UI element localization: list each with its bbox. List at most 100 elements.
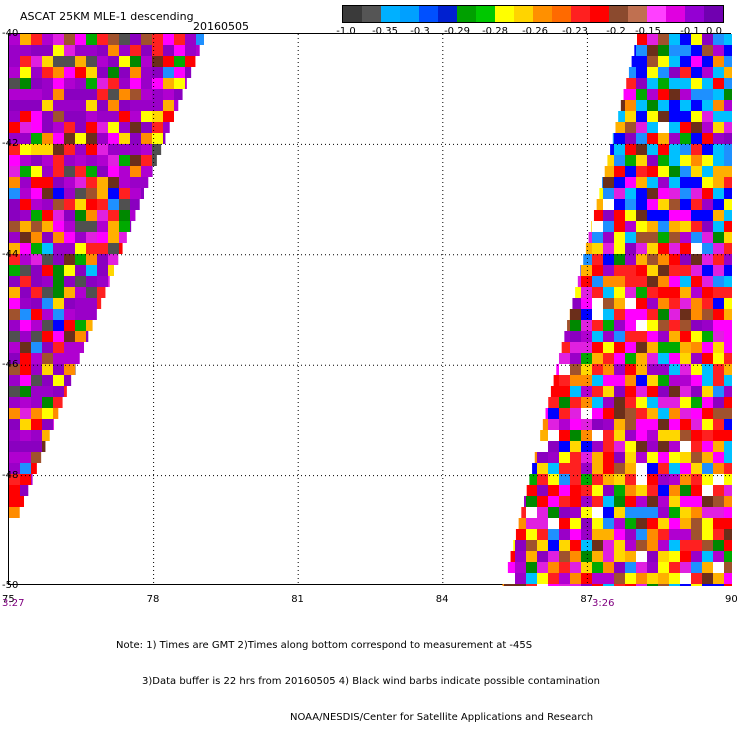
swath-cell xyxy=(130,122,141,133)
swath-cell xyxy=(42,221,53,232)
swath-cell xyxy=(669,166,680,177)
swath-cell xyxy=(625,122,636,133)
swath-cell xyxy=(53,56,64,67)
swath-cell xyxy=(658,199,669,210)
swath-cell xyxy=(680,155,691,166)
swath-cell xyxy=(108,111,119,122)
swath-cell xyxy=(669,331,680,342)
swath-cell xyxy=(702,34,713,45)
swath-cell xyxy=(702,540,713,551)
swath-cell xyxy=(548,518,559,529)
swath-cell xyxy=(196,34,204,45)
swath-cell xyxy=(108,100,119,111)
swath-cell xyxy=(625,375,636,386)
swath-cell xyxy=(713,309,724,320)
swath-cell xyxy=(658,56,669,67)
swath-cell xyxy=(97,144,108,155)
swath-cell xyxy=(618,111,625,122)
swath-cell xyxy=(713,67,724,78)
swath-cell xyxy=(647,111,658,122)
swath-cell xyxy=(559,562,570,573)
swath-cell xyxy=(636,265,647,276)
swath-cell xyxy=(548,463,559,474)
swath-cell xyxy=(130,177,141,188)
swath-cell xyxy=(592,254,603,265)
swath-cell xyxy=(163,122,170,133)
swath-cell xyxy=(669,507,680,518)
swath-cell xyxy=(548,430,559,441)
swath-cell xyxy=(141,122,152,133)
swath-cell xyxy=(583,254,592,265)
swath-cell xyxy=(647,144,658,155)
swath-cell xyxy=(97,210,108,221)
swath-cell xyxy=(724,221,732,232)
swath-cell xyxy=(647,243,658,254)
swath-cell xyxy=(86,276,97,287)
swath-cell xyxy=(174,78,185,89)
swath-cell xyxy=(680,111,691,122)
swath-cell xyxy=(53,309,64,320)
swath-cell xyxy=(86,265,97,276)
swath-cell xyxy=(570,309,581,320)
swath-cell xyxy=(713,133,724,144)
swath-cell xyxy=(130,188,141,199)
swath-cell xyxy=(163,56,174,67)
swath-cell xyxy=(603,573,614,584)
swath-cell xyxy=(592,452,603,463)
swath-cell xyxy=(97,34,108,45)
swath-cell xyxy=(586,243,592,254)
swath-cell xyxy=(559,430,570,441)
swath-cell xyxy=(532,463,537,474)
swath-cell xyxy=(713,122,724,133)
swath-cell xyxy=(658,133,669,144)
swath-cell xyxy=(515,540,526,551)
swath-cell xyxy=(185,78,187,89)
swath-cell xyxy=(724,397,732,408)
swath-cell xyxy=(119,133,130,144)
swath-cell xyxy=(581,529,592,540)
swath-cell xyxy=(86,177,97,188)
swath-cell xyxy=(669,144,680,155)
swath-cell xyxy=(562,342,570,353)
swath-cell xyxy=(75,265,86,276)
swath-cell xyxy=(680,122,691,133)
swath-cell xyxy=(713,144,724,155)
swath-cell xyxy=(669,122,680,133)
swath-cell xyxy=(592,320,603,331)
swath-cell xyxy=(702,56,713,67)
swath-cell xyxy=(570,342,581,353)
swath-cell xyxy=(724,254,732,265)
swath-cell xyxy=(31,254,42,265)
swath-cell xyxy=(570,507,581,518)
swath-cell xyxy=(669,309,680,320)
swath-cell xyxy=(130,100,141,111)
swath-cell xyxy=(86,232,97,243)
swath-cell xyxy=(713,78,724,89)
swath-cell xyxy=(614,342,625,353)
swath-cell xyxy=(119,155,130,166)
swath-cell xyxy=(86,78,97,89)
swath-cell xyxy=(86,210,97,221)
swath-cell xyxy=(724,386,732,397)
swath-cell xyxy=(163,133,165,144)
swath-cell xyxy=(42,276,53,287)
swath-cell xyxy=(702,320,713,331)
swath-cell xyxy=(647,320,658,331)
swath-cell xyxy=(669,551,680,562)
swath-cell xyxy=(581,441,592,452)
swath-cell xyxy=(669,56,680,67)
swath-cell xyxy=(625,562,636,573)
swath-cell xyxy=(141,111,152,122)
swath-cell xyxy=(658,507,669,518)
swath-cell xyxy=(108,221,119,232)
swath-cell xyxy=(636,441,647,452)
swath-cell xyxy=(20,100,31,111)
swath-cell xyxy=(548,419,559,430)
swath-cell xyxy=(581,265,592,276)
swath-cell xyxy=(581,353,592,364)
swath-cell xyxy=(658,276,669,287)
swath-cell xyxy=(636,232,647,243)
swath-cell xyxy=(603,507,614,518)
swath-cell xyxy=(537,562,548,573)
